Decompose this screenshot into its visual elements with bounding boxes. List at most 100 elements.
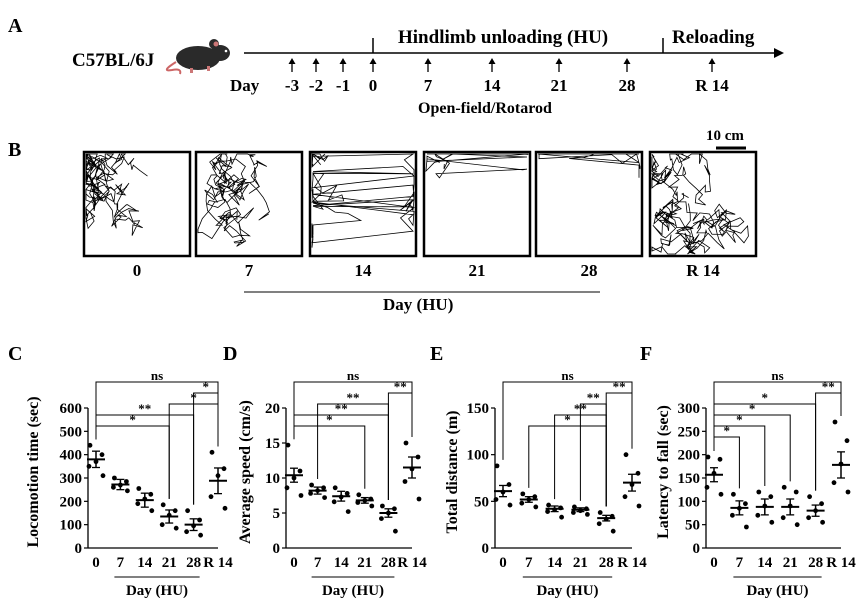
hu-label: Hindlimb unloading (HU) [398, 27, 608, 48]
data-point [820, 519, 825, 525]
x-axis-label: Day (HU) [746, 583, 808, 599]
day-caption: R 14 [686, 261, 720, 280]
significance-label: * [326, 412, 333, 427]
significance-bracket [528, 425, 607, 507]
locomotion-track [197, 153, 270, 247]
panel-letter: C [8, 343, 22, 365]
data-point [519, 500, 525, 506]
data-point [845, 489, 851, 495]
data-point [571, 510, 576, 515]
data-point [780, 515, 786, 521]
day-label: 0 [369, 76, 378, 95]
significance-label: ns [347, 368, 359, 383]
data-point [635, 470, 641, 476]
data-point [572, 504, 577, 510]
data-point [793, 489, 799, 495]
data-point [532, 494, 538, 500]
significance-bracket [815, 392, 842, 491]
data-point [369, 503, 375, 509]
data-point [331, 499, 337, 505]
data-point [769, 519, 775, 525]
data-point [507, 502, 513, 508]
x-tick-label: 7 [117, 555, 125, 571]
data-point [730, 512, 735, 518]
data-point [173, 525, 179, 531]
day-label: R 14 [695, 76, 729, 95]
data-point [221, 466, 227, 472]
arena-box [422, 150, 532, 258]
significance-label: * [762, 390, 769, 405]
data-point [149, 508, 155, 514]
data-point [832, 419, 838, 425]
significance-bracket [713, 436, 740, 489]
data-point [546, 502, 551, 508]
day-caption: 28 [581, 261, 598, 280]
y-tick-label: 0 [75, 541, 83, 557]
significance-label: ns [561, 368, 573, 383]
data-point [520, 491, 526, 497]
significance-label: ns [151, 368, 163, 383]
data-point [344, 491, 350, 496]
y-axis-label: Locomotion time (sec) [25, 396, 42, 547]
x-tick-label: 14 [547, 555, 563, 571]
data-point [844, 438, 850, 444]
significance-bracket [95, 425, 170, 499]
day-arrow-head [339, 58, 347, 64]
data-point [379, 516, 384, 521]
data-point [308, 491, 313, 496]
day-word: Day [230, 76, 260, 95]
significance-label: ** [335, 401, 348, 416]
data-point [356, 492, 362, 498]
track-grid: 0 7 14 21 28 R 14 [82, 150, 758, 280]
data-point [345, 509, 351, 514]
x-tick-label: R 14 [203, 555, 233, 571]
data-point [806, 515, 811, 521]
x-tick-label: 21 [357, 555, 372, 571]
chart-c: C 0 100 200 300 400 500 600 Locomotion time (sec… [8, 343, 233, 599]
data-point [610, 528, 616, 534]
significance-label: * [736, 412, 743, 427]
data-point [209, 449, 215, 455]
y-tick-label: 250 [678, 424, 701, 440]
data-point [768, 494, 774, 500]
day-arrow-head [708, 58, 716, 64]
data-point [297, 468, 303, 474]
day-label: -2 [309, 76, 323, 95]
y-tick-label: 15 [265, 436, 280, 452]
data-point [124, 479, 129, 484]
day-arrow-head [312, 58, 320, 64]
data-point [321, 485, 326, 491]
x-tick-label: 21 [162, 555, 177, 571]
significance-bracket [579, 403, 607, 507]
data-point [148, 491, 154, 497]
y-tick-label: 100 [678, 494, 701, 510]
y-tick-label: 200 [60, 494, 83, 510]
locomotion-track [85, 153, 148, 236]
data-point [506, 482, 512, 487]
y-tick-label: 600 [60, 401, 83, 417]
day-arrow-head [288, 58, 296, 64]
x-tick-label: 28 [599, 555, 614, 571]
x-tick-label: 21 [783, 555, 798, 571]
significance-label: * [190, 390, 197, 405]
y-tick-label: 50 [474, 494, 489, 510]
y-tick-label: 20 [265, 401, 280, 417]
data-point [172, 508, 178, 514]
data-point [86, 463, 92, 469]
data-point [622, 494, 628, 500]
x-tick-label: 21 [573, 555, 588, 571]
x-tick-label: 28 [808, 555, 823, 571]
significance-label: ** [574, 401, 587, 416]
data-point [636, 503, 642, 509]
chart-e: E 0 50 100 150 Total distance (m) 0 7 14 21 28 R 14… [430, 343, 647, 599]
data-point [222, 505, 228, 511]
y-tick-label: 100 [60, 518, 83, 534]
data-point [100, 473, 106, 479]
data-point [743, 501, 748, 507]
day-caption: 21 [469, 261, 486, 280]
data-point [185, 508, 191, 514]
significance-label: ** [347, 390, 360, 405]
panel-letter: D [223, 343, 237, 365]
test-label: Open-field/Rotarod [418, 100, 552, 117]
